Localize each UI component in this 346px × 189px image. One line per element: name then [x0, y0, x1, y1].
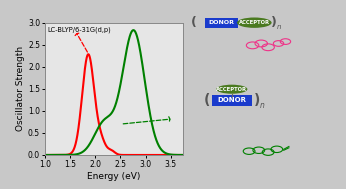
Text: n: n — [276, 24, 281, 30]
Text: n: n — [260, 101, 264, 110]
Y-axis label: Oscillator Strength: Oscillator Strength — [16, 46, 25, 131]
Text: ): ) — [271, 16, 277, 29]
Text: LC-BLYP/6-31G(d,p): LC-BLYP/6-31G(d,p) — [47, 26, 111, 33]
Text: DONOR: DONOR — [217, 97, 246, 103]
X-axis label: Energy (eV): Energy (eV) — [88, 172, 141, 181]
FancyBboxPatch shape — [212, 95, 252, 106]
Text: DONOR: DONOR — [208, 20, 235, 25]
Text: ACCEPTOR: ACCEPTOR — [216, 87, 247, 92]
Text: (: ( — [203, 93, 210, 107]
Text: ACCEPTOR: ACCEPTOR — [239, 20, 270, 25]
FancyBboxPatch shape — [205, 18, 238, 28]
Ellipse shape — [237, 18, 272, 28]
Ellipse shape — [216, 85, 247, 94]
Text: (: ( — [191, 16, 197, 29]
Text: ): ) — [254, 93, 260, 107]
